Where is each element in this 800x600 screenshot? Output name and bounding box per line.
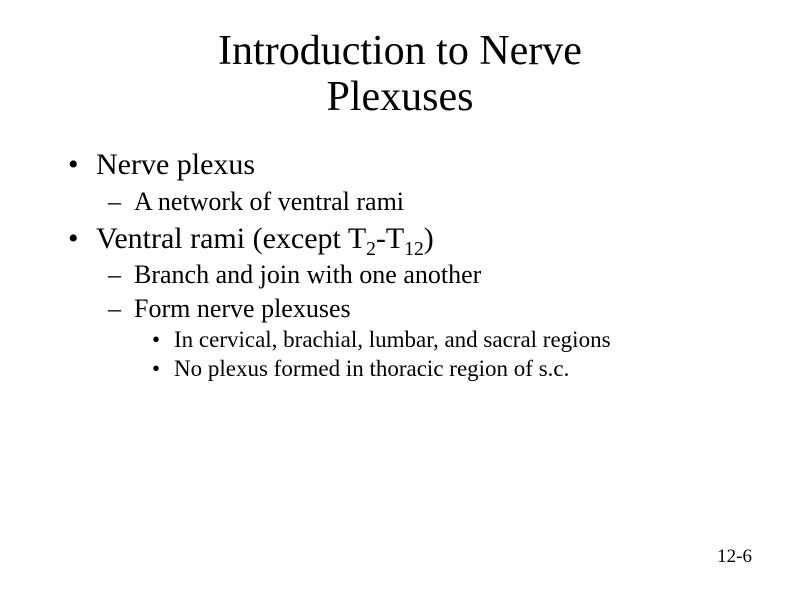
- slide-content: •Nerve plexus–A network of ventral rami•…: [48, 146, 752, 383]
- list-item-row: –Branch and join with one another: [108, 258, 752, 291]
- title-line-1: Introduction to Nerve: [218, 28, 582, 74]
- bullet-list: •Nerve plexus–A network of ventral rami•…: [68, 146, 752, 383]
- bullet-marker: •: [152, 354, 174, 383]
- bullet-marker: •: [68, 220, 96, 258]
- list-item: •No plexus formed in thoracic region of …: [152, 354, 752, 383]
- list-item: –A network of ventral rami: [108, 185, 752, 218]
- list-item-text: Form nerve plexuses: [134, 292, 351, 325]
- list-item-row: •In cervical, brachial, lumbar, and sacr…: [152, 325, 752, 354]
- list-item-text: Branch and join with one another: [134, 258, 481, 291]
- list-item-row: •Ventral rami (except T2-T12): [68, 220, 752, 258]
- slide: Introduction to Nerve Plexuses •Nerve pl…: [0, 0, 800, 600]
- bullet-marker: –: [108, 185, 134, 218]
- list-item-text: In cervical, brachial, lumbar, and sacra…: [174, 325, 611, 354]
- list-item: •Nerve plexus–A network of ventral rami: [68, 146, 752, 218]
- list-item: –Form nerve plexuses•In cervical, brachi…: [108, 292, 752, 384]
- list-item-row: –Form nerve plexuses: [108, 292, 752, 325]
- sub-list: •In cervical, brachial, lumbar, and sacr…: [108, 325, 752, 384]
- bullet-marker: •: [68, 146, 96, 184]
- sub-list: –Branch and join with one another–Form n…: [68, 258, 752, 383]
- list-item-text: No plexus formed in thoracic region of s…: [174, 354, 569, 383]
- list-item: –Branch and join with one another: [108, 258, 752, 291]
- list-item-text: Nerve plexus: [96, 146, 255, 184]
- list-item-row: –A network of ventral rami: [108, 185, 752, 218]
- list-item-text: A network of ventral rami: [134, 185, 404, 218]
- page-number: 12-6: [717, 546, 752, 568]
- sub-list: –A network of ventral rami: [68, 185, 752, 218]
- list-item-row: •No plexus formed in thoracic region of …: [152, 354, 752, 383]
- bullet-marker: •: [152, 325, 174, 354]
- list-item-text: Ventral rami (except T2-T12): [96, 220, 434, 258]
- bullet-marker: –: [108, 292, 134, 325]
- list-item: •In cervical, brachial, lumbar, and sacr…: [152, 325, 752, 354]
- bullet-marker: –: [108, 258, 134, 291]
- slide-title: Introduction to Nerve Plexuses: [48, 28, 752, 120]
- list-item: •Ventral rami (except T2-T12)–Branch and…: [68, 220, 752, 384]
- title-line-2: Plexuses: [327, 74, 474, 120]
- list-item-row: •Nerve plexus: [68, 146, 752, 184]
